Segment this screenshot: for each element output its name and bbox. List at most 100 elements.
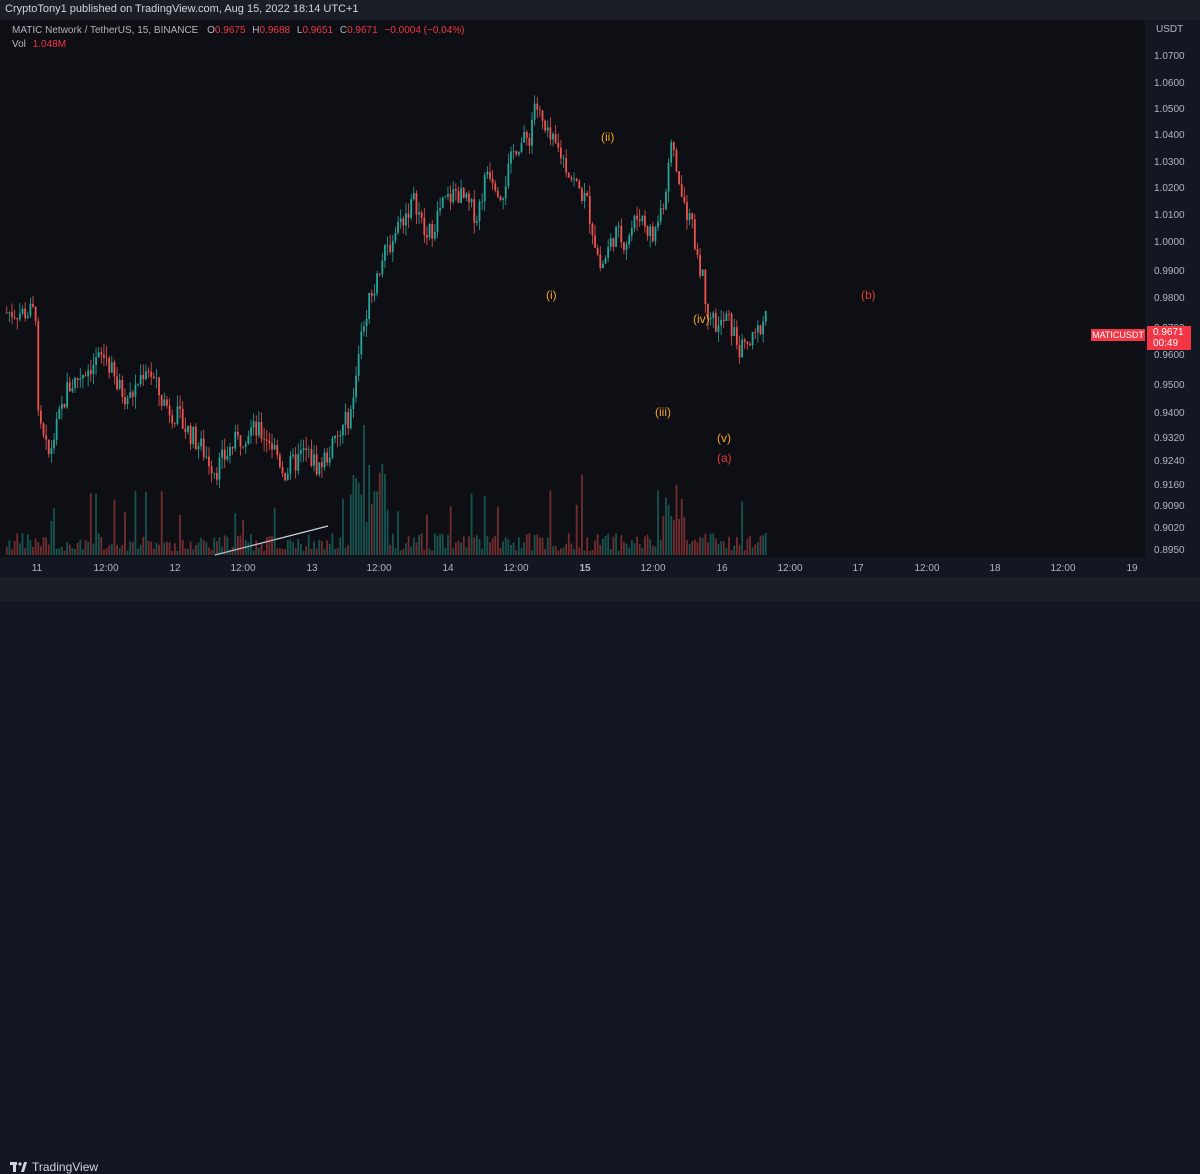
candle-body xyxy=(50,448,53,454)
volume-bar xyxy=(297,539,300,555)
time-tick-label: 14 xyxy=(442,563,454,574)
volume-label: Vol xyxy=(12,39,26,50)
volume-bar xyxy=(179,515,181,555)
volume-bar xyxy=(554,545,557,555)
volume-bar xyxy=(239,535,242,555)
volume-bar xyxy=(638,544,641,555)
candle-body xyxy=(670,142,673,163)
volume-bar xyxy=(460,542,462,555)
volume-bar xyxy=(284,549,287,555)
volume-bar xyxy=(607,533,610,555)
volume-bar xyxy=(641,548,644,555)
volume-bar xyxy=(402,548,405,555)
candle-body xyxy=(378,273,381,275)
candle-body xyxy=(276,444,279,456)
candle-body xyxy=(160,395,163,406)
volume-bar xyxy=(481,548,484,555)
volume-bar xyxy=(155,542,158,555)
volume-bar xyxy=(92,543,95,555)
candle-body xyxy=(265,439,268,441)
volume-bar xyxy=(11,549,13,555)
time-axis[interactable]: 11 12:00 12 12:00 13 12:00 14 12:00 15 12:00 16 12:… xyxy=(0,557,1145,577)
candle-body xyxy=(344,412,347,425)
price-tick-label: 0.9500 xyxy=(1154,380,1185,391)
volume-bar xyxy=(352,475,355,555)
volume-bar xyxy=(662,516,665,555)
volume-bar xyxy=(423,549,426,555)
volume-bar xyxy=(82,549,84,555)
volume-bar xyxy=(680,499,683,555)
trend-line[interactable] xyxy=(214,525,329,556)
volume-bar xyxy=(360,494,363,555)
candle-body xyxy=(218,457,221,480)
candle-body xyxy=(315,454,318,475)
volume-bar xyxy=(263,550,266,555)
candle-body xyxy=(499,196,502,201)
volume-bar xyxy=(407,536,410,555)
candle-body xyxy=(71,388,74,392)
candle-body xyxy=(139,374,142,385)
candle-body xyxy=(24,308,27,319)
candle-body xyxy=(420,212,423,218)
volume-bar xyxy=(139,544,142,555)
volume-bar xyxy=(331,533,334,555)
volume-bar xyxy=(670,515,673,555)
candle-body xyxy=(310,449,313,466)
volume-bar xyxy=(496,506,499,555)
candle-body xyxy=(376,273,378,294)
candle-body xyxy=(244,443,247,447)
candle-body xyxy=(247,435,250,444)
close-label: C xyxy=(339,25,348,36)
price-tick-label: 1.0700 xyxy=(1154,51,1185,62)
volume-bar xyxy=(720,541,723,555)
open-label: O xyxy=(207,25,215,36)
tradingview-logo-icon xyxy=(10,1162,27,1172)
volume-bar xyxy=(746,538,749,555)
volume-bar xyxy=(328,543,331,555)
volume-bar xyxy=(8,540,11,555)
candle-body xyxy=(273,444,276,450)
chart-area[interactable]: (i) (ii) (iii) (iv) (v) (a) (b) xyxy=(0,20,1145,557)
time-tick-label: 12:00 xyxy=(366,563,391,574)
volume-bar xyxy=(221,546,224,555)
volume-bar xyxy=(129,541,132,555)
volume-bar xyxy=(433,533,436,555)
volume-bar xyxy=(134,491,137,555)
candle-body xyxy=(486,171,489,176)
volume-bar xyxy=(18,543,21,555)
candle-body xyxy=(260,421,263,439)
volume-bar xyxy=(79,539,82,555)
publish-bar: CryptoTony1 published on TradingView.com… xyxy=(0,0,1200,20)
candle-body xyxy=(707,304,709,320)
candle-body xyxy=(166,399,168,406)
volume-bar xyxy=(764,533,767,555)
volume-bar xyxy=(762,535,765,555)
candlestick-chart[interactable]: (i) (ii) (iii) (iv) (v) (a) (b) xyxy=(0,20,1145,557)
candle-layer xyxy=(5,95,767,489)
volume-bar xyxy=(55,548,58,555)
candle-body xyxy=(226,455,229,460)
volume-bar xyxy=(754,544,757,555)
volume-bar xyxy=(194,545,197,555)
volume-bar xyxy=(728,536,730,555)
price-tick-label: 1.0300 xyxy=(1154,157,1185,168)
volume-bar xyxy=(615,533,617,555)
volume-bar xyxy=(454,542,457,555)
volume-bar xyxy=(672,520,675,555)
candle-body xyxy=(331,438,334,458)
candle-body xyxy=(39,410,42,424)
volume-bar xyxy=(95,493,97,555)
volume-bar xyxy=(623,541,625,555)
volume-bar xyxy=(368,464,371,555)
candle-body xyxy=(118,379,121,389)
candle-body xyxy=(460,188,462,203)
candle-body xyxy=(200,438,202,447)
candle-body xyxy=(743,339,746,342)
candle-body xyxy=(426,235,428,238)
volume-bar xyxy=(704,533,707,555)
volume-bar xyxy=(50,520,53,555)
price-axis[interactable]: USDT 1.0700 1.0600 1.0500 1.0400 1.0300 1.0200… xyxy=(1145,20,1200,557)
candle-body xyxy=(221,449,224,458)
volume-bar xyxy=(147,540,150,555)
volume-bar xyxy=(103,550,105,555)
